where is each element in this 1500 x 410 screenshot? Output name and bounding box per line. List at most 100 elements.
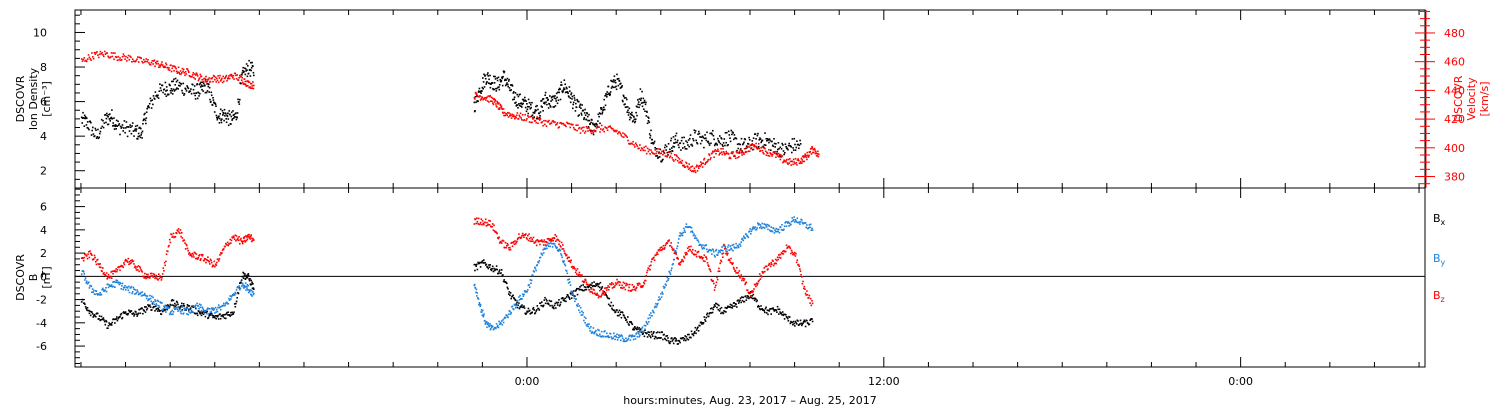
ion-density-point xyxy=(175,80,178,83)
velocity-point xyxy=(670,152,673,155)
ion-density-point xyxy=(597,120,599,122)
ion-density-point xyxy=(794,149,797,151)
velocity-point xyxy=(520,117,522,119)
ion-density-point xyxy=(530,115,533,118)
by-point xyxy=(763,223,765,225)
bz-point xyxy=(206,259,209,262)
by-point xyxy=(549,242,552,244)
ion-density-point xyxy=(776,150,778,153)
by-point xyxy=(179,308,181,311)
bz-point xyxy=(718,270,721,272)
bz-point xyxy=(514,242,517,245)
bx-point xyxy=(637,328,639,330)
bx-point xyxy=(627,323,630,325)
bx-point xyxy=(171,299,173,301)
velocity-point xyxy=(180,73,182,75)
ion-density-point xyxy=(128,130,131,132)
by-point xyxy=(665,280,668,283)
bz-point xyxy=(119,269,121,272)
ion-density-point xyxy=(250,69,252,72)
velocity-point xyxy=(512,115,514,118)
by-point xyxy=(491,325,494,327)
velocity-point xyxy=(584,130,587,133)
by-point xyxy=(123,286,126,289)
by-point xyxy=(537,261,540,264)
bz-point xyxy=(602,290,604,292)
bx-point xyxy=(532,308,534,310)
bx-point xyxy=(230,311,232,314)
ion-density-point xyxy=(100,127,102,129)
ion-density-point xyxy=(549,105,552,107)
bx-point xyxy=(699,324,701,327)
velocity-point xyxy=(198,78,200,80)
bx-point xyxy=(233,311,235,313)
ion-density-point xyxy=(237,98,239,101)
bx-point xyxy=(599,286,601,289)
bx-point xyxy=(664,337,666,340)
bx-point xyxy=(477,261,479,264)
velocity-point xyxy=(206,80,209,83)
bz-point xyxy=(106,278,108,280)
by-point xyxy=(482,314,485,317)
velocity-point xyxy=(778,153,781,156)
bz-point xyxy=(667,240,670,243)
by-point xyxy=(486,323,489,326)
velocity-point xyxy=(525,119,527,122)
bz-point xyxy=(775,262,778,265)
ion-density-point xyxy=(223,119,225,122)
bz-point xyxy=(233,238,236,241)
ion-density-point xyxy=(245,70,247,72)
ion-density-point xyxy=(710,132,713,134)
bx-point xyxy=(695,332,697,335)
by-point xyxy=(667,279,669,281)
bz-point xyxy=(693,253,696,256)
by-point xyxy=(222,304,224,307)
bz-point xyxy=(635,287,637,290)
ion-density-point xyxy=(189,90,192,93)
bz-point xyxy=(656,251,658,254)
by-point xyxy=(156,299,159,302)
bx-point xyxy=(527,307,530,310)
bx-point xyxy=(713,306,715,308)
by-point xyxy=(530,282,532,285)
bx-point xyxy=(476,263,478,266)
ion-density-point xyxy=(235,118,238,121)
bz-point xyxy=(98,266,101,268)
bz-point xyxy=(702,260,705,262)
velocity-point xyxy=(487,95,490,97)
bx-point xyxy=(780,312,783,314)
by-point xyxy=(190,309,193,312)
velocity-point xyxy=(529,116,532,118)
bz-point xyxy=(183,239,186,241)
by-point xyxy=(174,308,177,310)
velocity-point xyxy=(816,153,819,155)
ion-density-point xyxy=(697,133,699,135)
by-point xyxy=(774,230,777,233)
velocity-point xyxy=(474,98,476,100)
by-point xyxy=(521,298,523,300)
ion-density-point xyxy=(210,91,213,94)
ion-density-point xyxy=(676,139,679,142)
ion-density-point xyxy=(493,82,496,84)
ion-density-point xyxy=(501,76,503,79)
bz-point xyxy=(692,248,694,251)
ion-density-point xyxy=(544,94,546,96)
by-point xyxy=(616,339,619,341)
ion-density-point xyxy=(568,86,571,88)
by-point xyxy=(595,329,597,332)
velocity-point xyxy=(125,55,127,58)
bx-point xyxy=(647,331,649,333)
velocity-point xyxy=(803,155,806,157)
ion-density-point xyxy=(109,113,111,115)
by-point xyxy=(185,307,187,309)
bz-point xyxy=(221,252,223,254)
ion-density-point xyxy=(571,95,574,98)
ion-density-point xyxy=(612,86,614,89)
velocity-point xyxy=(810,147,812,150)
by-point xyxy=(675,251,677,254)
velocity-point xyxy=(714,149,717,151)
by-point xyxy=(251,295,253,297)
ion-density-point xyxy=(477,91,480,93)
velocity-point xyxy=(178,72,180,74)
ion-density-point xyxy=(626,111,628,113)
